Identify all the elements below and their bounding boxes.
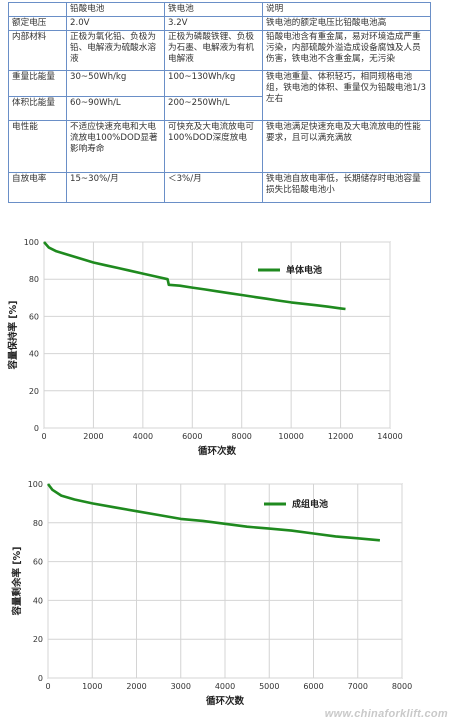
x-tick-label: 2000 <box>126 682 146 691</box>
cell-lead-acid: 30~50Wh/kg <box>66 70 165 97</box>
header-cell-blank <box>8 2 67 17</box>
watermark: www.chinaforklift.com <box>324 708 448 720</box>
x-tick-label: 6000 <box>182 432 202 441</box>
cell-iron: 3.2V <box>164 16 263 31</box>
chart-single-cell: 0 2000 4000 6000 8000 10000 12000 14000 0 20 40 60 8… <box>0 226 458 466</box>
row-label: 自放电率 <box>8 172 67 203</box>
comparison-table: 铅酸电池 铁电池 说明 额定电压 2.0V 3.2V 铁电池的额定电压比铅酸电池… <box>8 2 431 203</box>
header-cell-iron: 铁电池 <box>164 2 263 17</box>
y-tick-label: 100 <box>28 480 43 489</box>
y-tick-label: 0 <box>34 424 39 433</box>
y-tick-label: 0 <box>38 674 43 683</box>
x-tick-label: 0 <box>45 682 50 691</box>
table-row: 重量比能量 30~50Wh/kg 100~130Wh/kg 铁电池重量、体积轻巧… <box>8 70 431 121</box>
y-tick-label: 20 <box>29 387 39 396</box>
table-row: 自放电率 15~30%/月 ＜3%/月 铁电池自放电率低，长期储存时电池容量损失… <box>8 172 431 203</box>
cell-notes: 铅酸电池含有重金属，易对环境造成严重污染，内部硫酸外溢造成设备腐蚀及人员伤害，铁… <box>262 30 431 71</box>
cell-iron: 200~250Wh/L <box>164 96 263 121</box>
table-header-row: 铅酸电池 铁电池 说明 <box>8 2 431 17</box>
row-label: 体积比能量 <box>8 96 67 121</box>
y-tick-label: 40 <box>29 350 39 359</box>
y-tick-label: 40 <box>33 596 43 605</box>
x-tick-label: 1000 <box>82 682 102 691</box>
y-axis-label: 容量剩余率 [%] <box>11 546 23 616</box>
cell-notes: 铁电池的额定电压比铅酸电池高 <box>262 16 431 31</box>
y-tick-label: 20 <box>33 635 43 644</box>
x-tick-label: 8000 <box>392 682 412 691</box>
row-label: 重量比能量 <box>8 70 67 97</box>
cell-iron: 100~130Wh/kg <box>164 70 263 97</box>
x-axis-label: 循环次数 <box>198 445 237 457</box>
row-label: 电性能 <box>8 120 67 173</box>
table-row: 额定电压 2.0V 3.2V 铁电池的额定电压比铅酸电池高 <box>8 16 431 31</box>
cell-lead-acid: 60~90Wh/L <box>66 96 165 121</box>
y-tick-label: 80 <box>29 275 39 284</box>
chart-pack-svg: 0 1000 2000 3000 4000 5000 6000 7000 8000 0 20 40 60… <box>11 480 412 707</box>
cell-lead-acid: 不适应快速充电和大电流放电100%DOD显著影响寿命 <box>66 120 165 173</box>
cell-notes: 铁电池满足快速充电及大电流放电的性能要求，且可以满充满放 <box>262 120 431 173</box>
x-tick-label: 8000 <box>232 432 252 441</box>
cell-iron: ＜3%/月 <box>164 172 263 203</box>
legend-label: 单体电池 <box>286 264 322 276</box>
x-tick-label: 4000 <box>215 682 235 691</box>
cell-notes: 铁电池重量、体积轻巧，相同规格电池组，铁电池的体积、重量仅为铅酸电池1/3左右 <box>262 70 431 121</box>
x-tick-label: 3000 <box>171 682 191 691</box>
header-cell-notes: 说明 <box>262 2 431 17</box>
x-tick-label: 10000 <box>278 432 303 441</box>
y-tick-label: 60 <box>33 558 43 567</box>
x-tick-label: 6000 <box>303 682 323 691</box>
table-row: 电性能 不适应快速充电和大电流放电100%DOD显著影响寿命 可快充及大电流放电… <box>8 120 431 173</box>
table-row: 内部材料 正极为氧化铅、负极为铅、电解液为硫酸水溶液 正极为磷酸铁锂、负极为石墨… <box>8 30 431 71</box>
cell-lead-acid: 15~30%/月 <box>66 172 165 203</box>
cell-iron: 可快充及大电流放电可100%DOD深度放电 <box>164 120 263 173</box>
x-tick-label: 5000 <box>259 682 279 691</box>
plot-area <box>43 241 391 429</box>
x-tick-label: 14000 <box>377 432 402 441</box>
chart-single-cell-svg: 0 2000 4000 6000 8000 10000 12000 14000 0 20 40 60 8… <box>7 238 403 457</box>
row-label: 额定电压 <box>8 16 67 31</box>
header-cell-lead-acid: 铅酸电池 <box>66 2 165 17</box>
cell-lead-acid: 2.0V <box>66 16 165 31</box>
x-tick-label: 0 <box>41 432 46 441</box>
y-axis-label: 容量保持率 [%] <box>7 300 19 370</box>
x-tick-label: 12000 <box>328 432 353 441</box>
y-tick-label: 80 <box>33 519 43 528</box>
y-tick-label: 100 <box>24 238 39 247</box>
chart-pack: 0 1000 2000 3000 4000 5000 6000 7000 8000 0 20 40 60… <box>0 474 458 722</box>
cell-notes: 铁电池自放电率低，长期储存时电池容量损失比铅酸电池小 <box>262 172 431 203</box>
cell-lead-acid: 正极为氧化铅、负极为铅、电解液为硫酸水溶液 <box>66 30 165 71</box>
x-axis-label: 循环次数 <box>206 695 245 707</box>
x-tick-label: 7000 <box>348 682 368 691</box>
series-line <box>43 241 346 311</box>
y-tick-label: 60 <box>29 312 39 321</box>
x-tick-label: 4000 <box>133 432 153 441</box>
cell-iron: 正极为磷酸铁锂、负极为石墨、电解液为有机电解液 <box>164 30 263 71</box>
row-label: 内部材料 <box>8 30 67 71</box>
series-line <box>46 483 381 542</box>
legend-label: 成组电池 <box>292 498 328 510</box>
x-tick-label: 2000 <box>83 432 103 441</box>
